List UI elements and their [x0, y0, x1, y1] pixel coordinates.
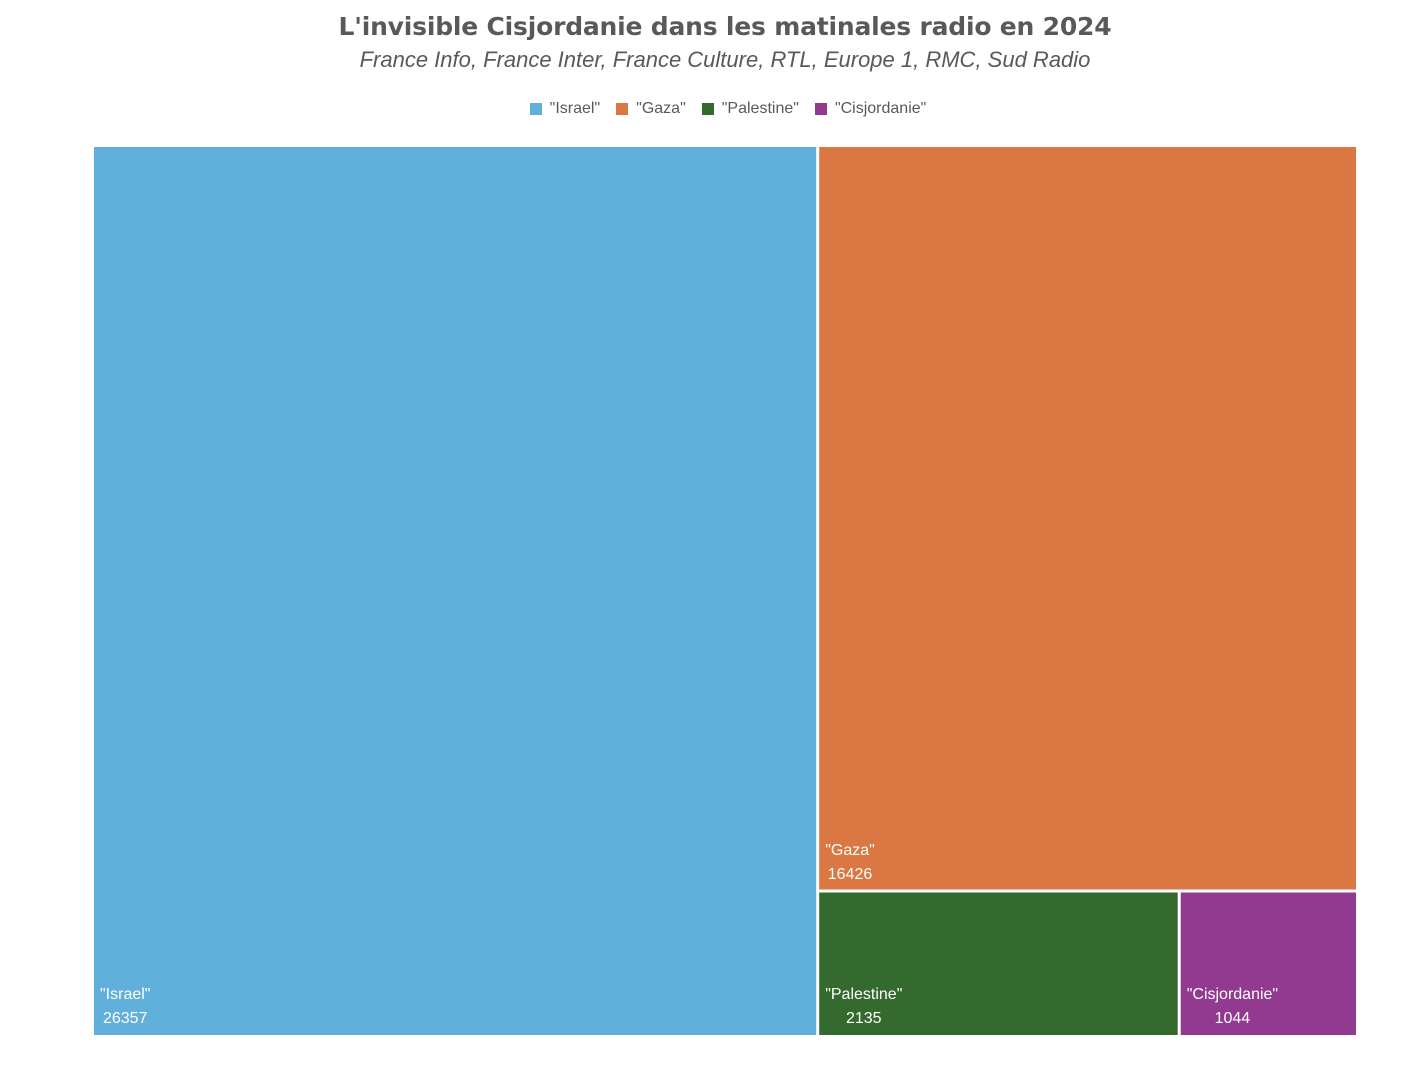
legend-label-palestine: "Palestine"	[721, 100, 799, 117]
tile-value-cisjordanie: 1044	[1215, 1010, 1251, 1027]
tile-label-israel: "Israel"	[100, 986, 150, 1003]
tile-palestine: "Palestine" 2135	[819, 892, 1178, 1035]
legend-swatch-palestine	[701, 103, 714, 115]
tile-value-israel: 26357	[103, 1010, 148, 1027]
legend-label-gaza: "Gaza"	[636, 100, 686, 117]
tile-cisjordanie: "Cisjordanie" 1044	[1180, 892, 1356, 1035]
tile-label-palestine: "Palestine"	[825, 986, 902, 1003]
legend-label-cisjordanie: "Cisjordanie"	[834, 100, 927, 117]
chart-subtitle: France Info, France Inter, France Cultur…	[359, 47, 1091, 72]
tile-israel: "Israel" 26357	[94, 147, 817, 1035]
chart-title: L'invisible Cisjordanie dans les matinal…	[338, 12, 1112, 41]
chart-legend: "Israel" "Gaza" "Palestine" "Cisjordanie"	[0, 100, 1428, 118]
legend-item-cisjordanie: "Cisjordanie"	[814, 100, 927, 118]
legend-item-gaza: "Gaza"	[616, 100, 686, 118]
legend-item-palestine: "Palestine"	[701, 100, 799, 118]
tile-label-gaza: "Gaza"	[825, 842, 875, 859]
tile-rect-israel	[94, 147, 817, 1035]
legend-swatch-gaza	[616, 103, 629, 115]
tile-gaza: "Gaza" 16426	[819, 147, 1356, 890]
legend-label-israel: "Israel"	[549, 100, 601, 117]
tile-value-palestine: 2135	[846, 1010, 882, 1027]
legend-swatch-israel	[529, 103, 542, 115]
tile-rect-palestine	[819, 892, 1178, 1035]
legend-item-israel: "Israel"	[529, 100, 601, 118]
legend-swatch-cisjordanie	[814, 103, 827, 115]
tile-rect-gaza	[819, 147, 1356, 890]
tile-value-gaza: 16426	[828, 866, 873, 883]
tile-rect-cisjordanie	[1180, 892, 1356, 1035]
tile-label-cisjordanie: "Cisjordanie"	[1187, 986, 1278, 1003]
